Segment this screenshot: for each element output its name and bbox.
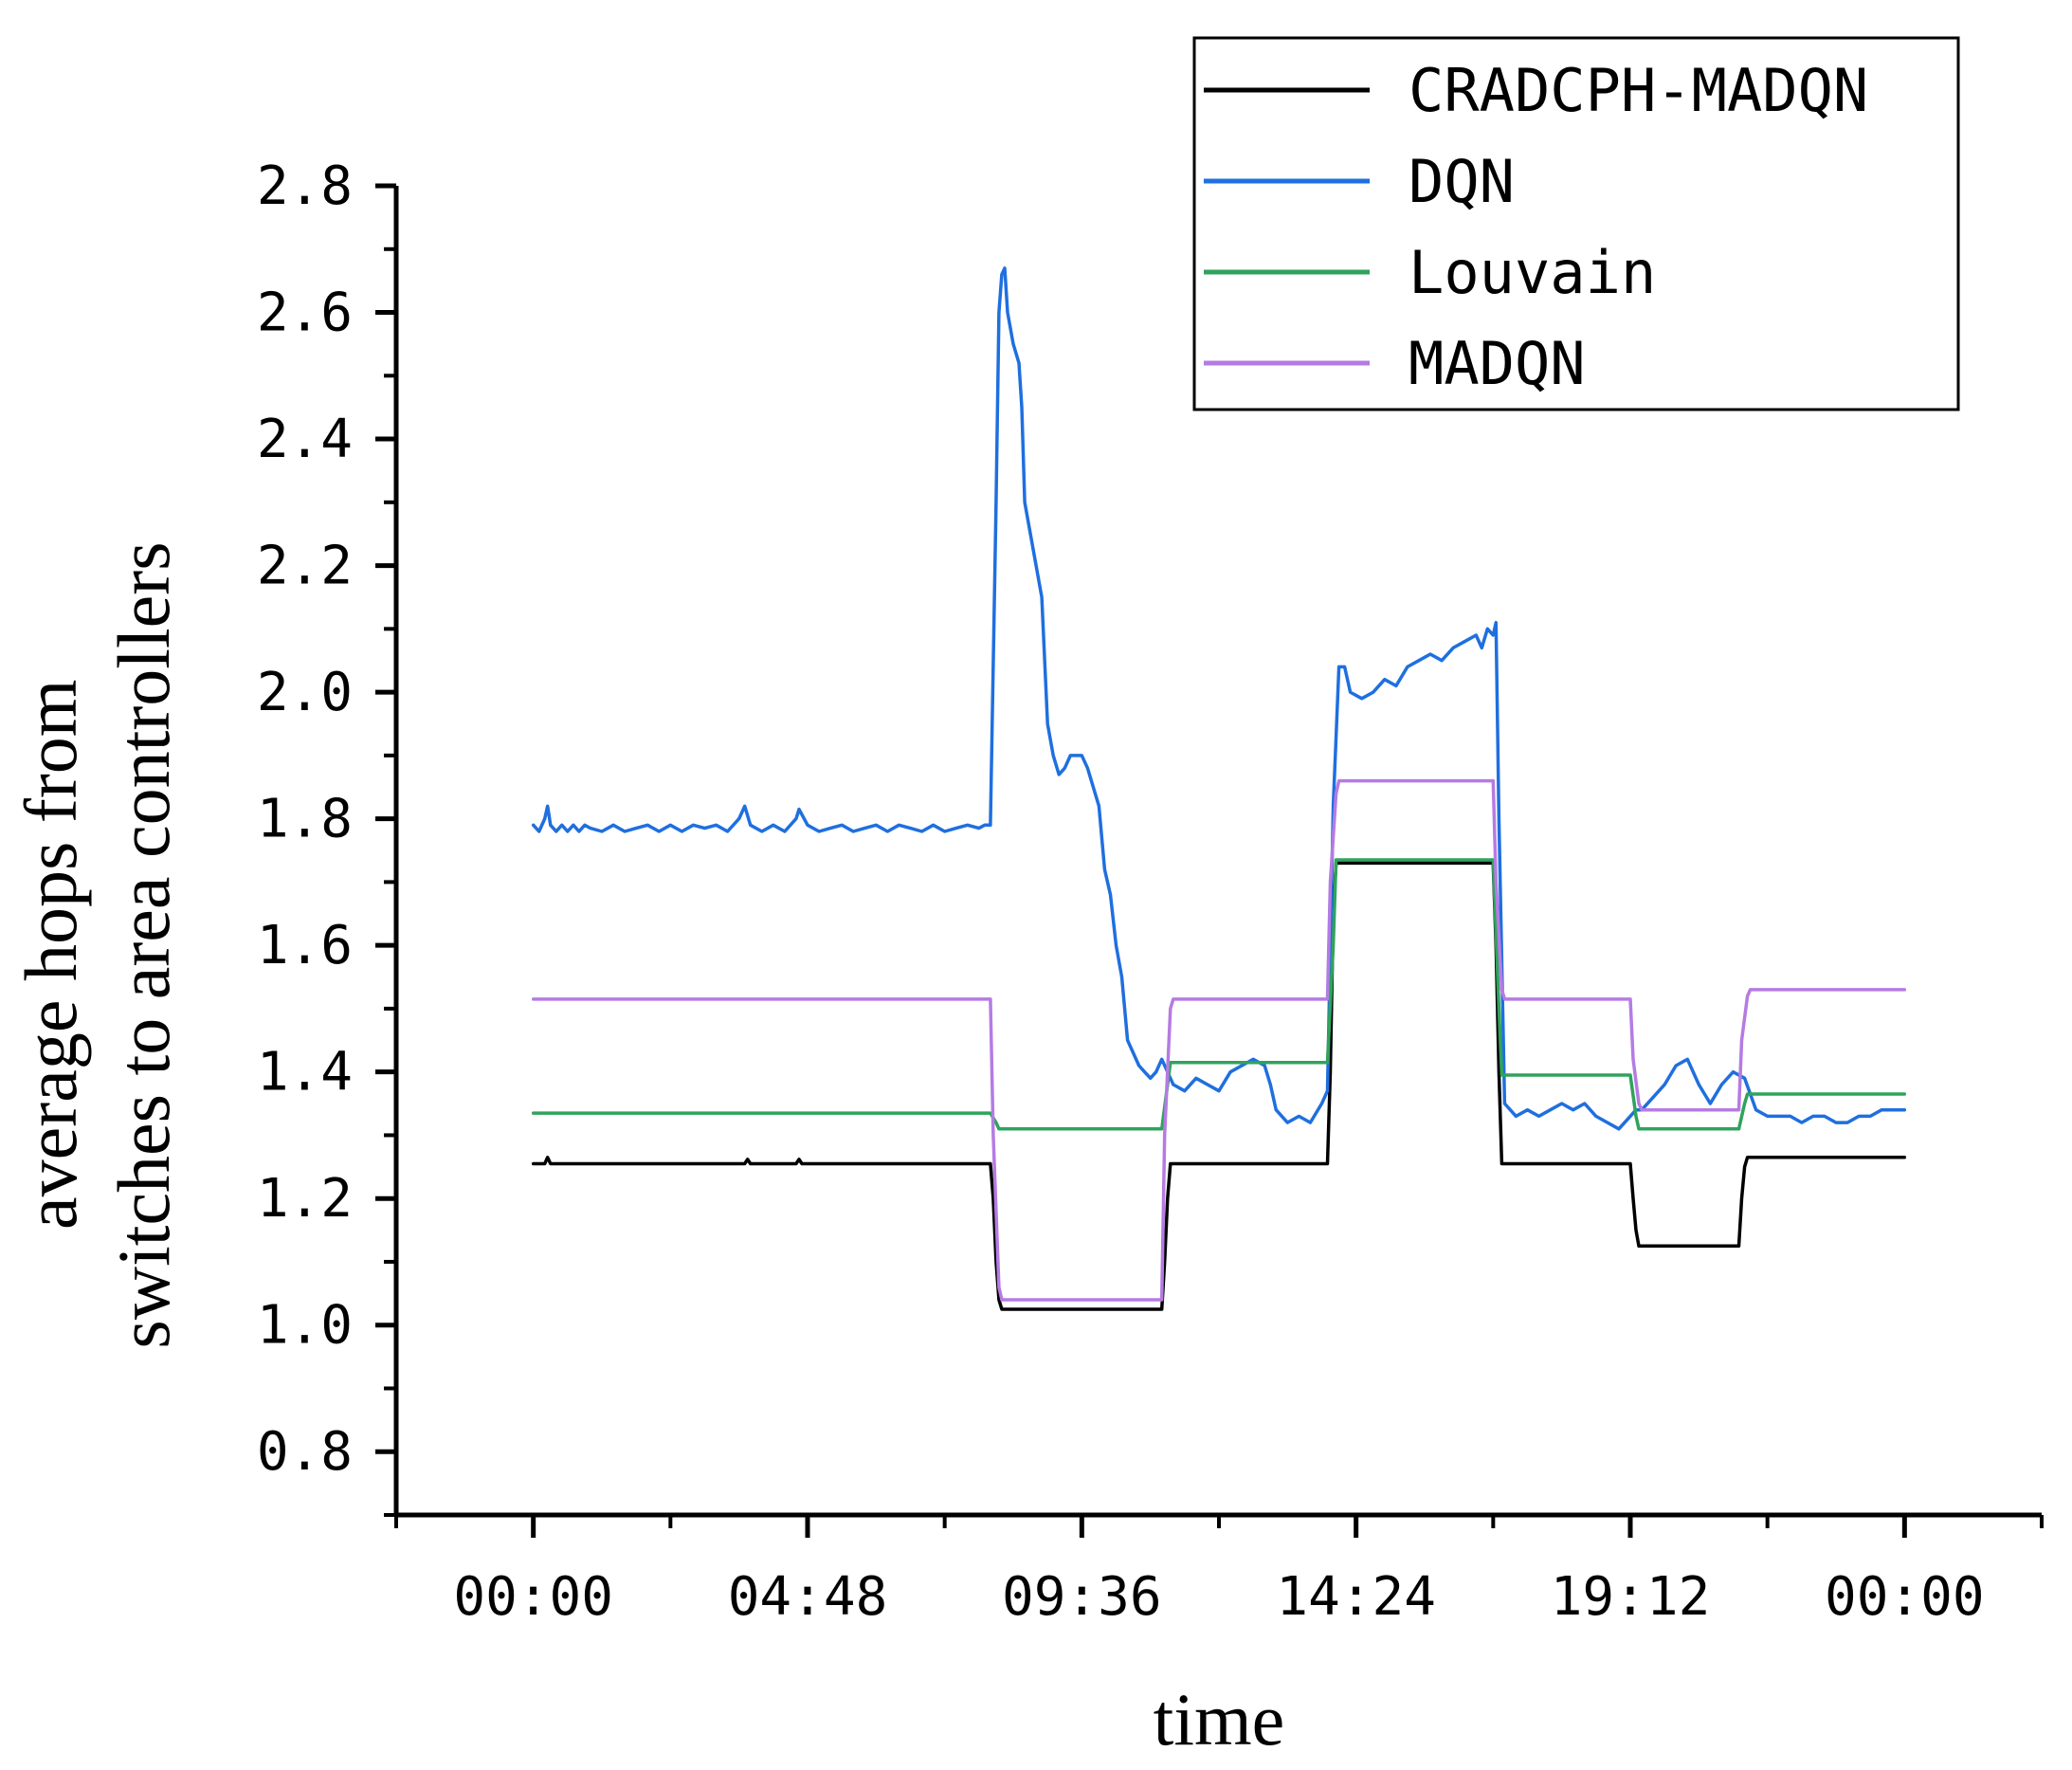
y-axis-title: average hops from switches to area contr…	[9, 541, 185, 1348]
x-tick-label: 00:00	[1825, 1566, 1985, 1628]
series-line-louvain	[531, 858, 1907, 1131]
x-tick-label: 19:12	[1551, 1566, 1711, 1628]
series-line-cradcph-madqn	[531, 861, 1907, 1311]
x-tick-label: 00:00	[453, 1566, 613, 1628]
y-tick-label: 2.4	[257, 409, 353, 470]
ticks: 0.8 1.0 1.2 1.4 1.6 1.8 2.0 2.2 2.4 2.6 2.8 00:00 04…	[257, 155, 2044, 1628]
y-tick-label: 0.8	[257, 1421, 353, 1483]
y-tick-label: 1.2	[257, 1168, 353, 1230]
legend-label-cradcph-madqn: CRADCPH-MADQN	[1409, 56, 1868, 125]
y-tick-label: 2.6	[257, 283, 353, 344]
x-tick-label: 09:36	[1002, 1566, 1162, 1628]
y-tick-label: 1.0	[257, 1295, 353, 1357]
y-tick-label: 2.2	[257, 536, 353, 597]
x-axis-title: time	[1154, 1678, 1285, 1761]
y-tick-label: 1.6	[257, 915, 353, 976]
legend-label-madqn: MADQN	[1409, 329, 1586, 398]
y-tick-label: 2.8	[257, 155, 353, 217]
series-line-madqn	[531, 778, 1907, 1302]
y-axis-title-line-1: average hops from	[9, 680, 92, 1230]
y-tick-label: 1.8	[257, 789, 353, 850]
y-axis-title-line-2: switches to area controllers	[102, 541, 185, 1348]
x-tick-label: 14:24	[1276, 1566, 1436, 1628]
series-line-dqn	[531, 266, 1907, 1131]
legend-label-louvain: Louvain	[1409, 238, 1656, 307]
x-tick-label: 04:48	[728, 1566, 888, 1628]
legend: CRADCPH-MADQN DQN Louvain MADQN	[1192, 36, 1960, 411]
y-tick-label: 2.0	[257, 662, 353, 723]
series-layer	[531, 266, 1907, 1311]
y-tick-label: 1.4	[257, 1042, 353, 1104]
legend-box	[1192, 36, 1960, 411]
legend-label-dqn: DQN	[1409, 147, 1515, 216]
